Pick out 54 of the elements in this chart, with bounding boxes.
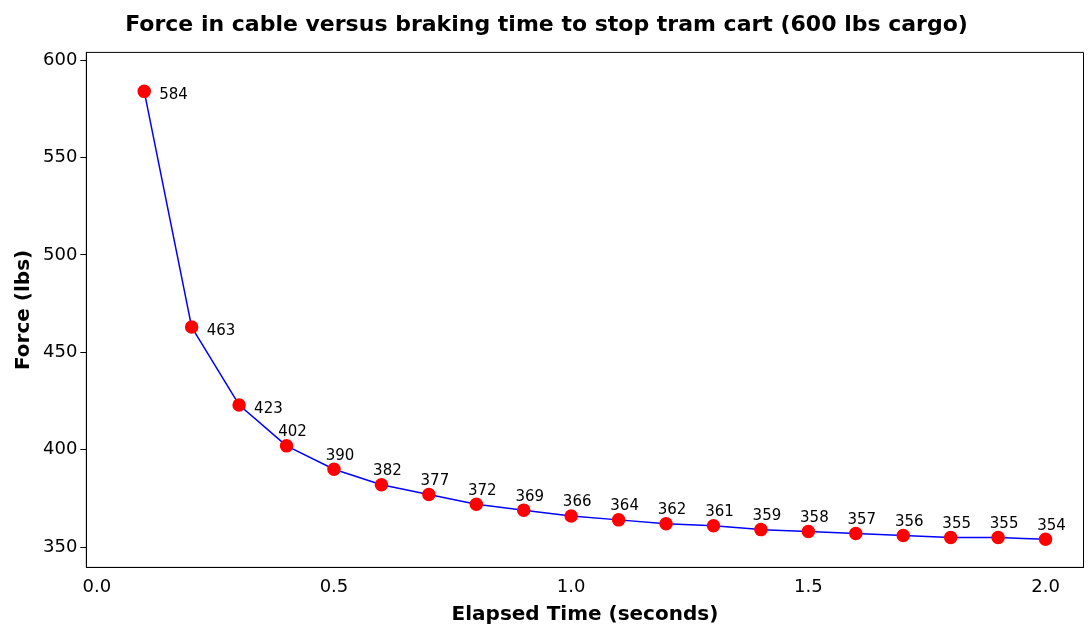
y-tick-label: 550: [43, 145, 78, 167]
data-label: 377: [420, 470, 450, 489]
data-label: 358: [800, 507, 829, 526]
point: [184, 320, 199, 334]
x-tick-label: 1.5: [794, 574, 823, 596]
data-label: 359: [752, 506, 782, 524]
y-axis-title: Force (lbs): [10, 249, 35, 370]
chart-title: Force in cable versus braking time to stop tram cart (600 lbs cargo): [125, 10, 968, 36]
y-tick-label: 600: [43, 47, 78, 69]
point: [1038, 532, 1053, 547]
y-tick-label: 400: [43, 437, 78, 459]
point: [706, 518, 721, 533]
data-label: 361: [705, 502, 734, 521]
data-label: 423: [254, 398, 283, 417]
data-label: 362: [657, 500, 687, 519]
x-tick-label: 0.5: [319, 574, 349, 596]
point: [896, 528, 910, 543]
x-axis-title: Elapsed Time (seconds): [451, 601, 719, 626]
data-label: 372: [467, 480, 497, 499]
x-tick-label: 0.0: [82, 574, 112, 596]
point: [327, 462, 341, 476]
point: [232, 398, 246, 412]
point: [422, 487, 436, 502]
data-label: 356: [894, 511, 924, 530]
point: [137, 84, 151, 99]
point: [801, 524, 816, 539]
data-label: 366: [562, 492, 592, 511]
point: [469, 497, 484, 512]
data-label: 584: [159, 85, 188, 104]
data-label: 355: [942, 513, 971, 532]
x-tick-label: 2.0: [1031, 574, 1060, 596]
point: [754, 522, 768, 537]
point: [374, 478, 389, 492]
y-tick-label: 450: [43, 340, 78, 362]
y-tick-label: 350: [43, 534, 78, 556]
data-label: 390: [325, 445, 355, 464]
data-label: 369: [515, 486, 545, 505]
data-label: 354: [1037, 515, 1066, 534]
data-label: 402: [278, 422, 307, 441]
data-label: 355: [989, 513, 1019, 532]
data-label: 463: [206, 320, 236, 339]
point: [564, 509, 578, 523]
point: [943, 530, 958, 545]
point: [611, 513, 626, 527]
point: [516, 503, 531, 517]
data-label: 382: [373, 461, 402, 480]
data-label: 357: [847, 509, 877, 528]
point: [849, 526, 863, 541]
x-tick-label: 1.0: [556, 574, 586, 596]
point: [659, 517, 673, 531]
point: [279, 439, 294, 453]
y-tick-label: 500: [43, 242, 78, 264]
point: [991, 530, 1005, 545]
data-label: 364: [610, 496, 639, 515]
